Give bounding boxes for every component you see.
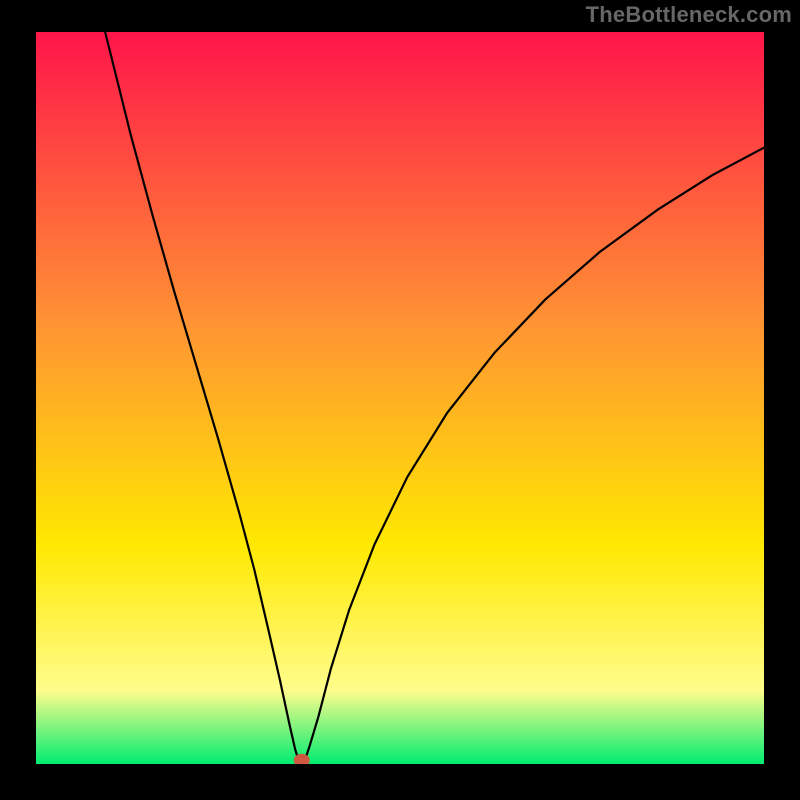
- plot-svg: [36, 32, 764, 764]
- gradient-background: [36, 32, 764, 764]
- attribution-text: TheBottleneck.com: [586, 2, 792, 28]
- stage: TheBottleneck.com: [0, 0, 800, 800]
- plot-area: [36, 32, 764, 764]
